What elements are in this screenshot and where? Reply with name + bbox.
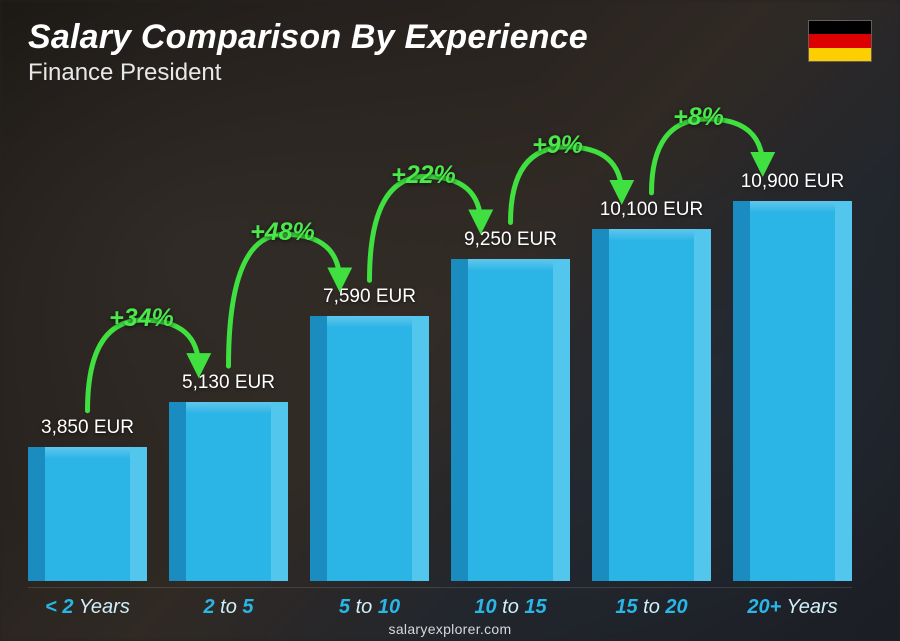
page-subtitle: Finance President	[28, 59, 872, 87]
bar-value-label: 9,250 EUR	[464, 229, 557, 251]
bar-value-label: 5,130 EUR	[182, 372, 275, 394]
increase-pct-label: +48%	[250, 218, 315, 247]
germany-flag-icon	[808, 20, 872, 62]
xaxis-label: 10 to 15	[451, 596, 570, 619]
bar-value-label: 10,100 EUR	[600, 199, 704, 221]
flag-stripe-gold	[809, 48, 871, 61]
flag-stripe-black	[809, 21, 871, 34]
bar-value-label: 7,590 EUR	[323, 286, 416, 308]
bar	[733, 201, 852, 581]
bar-wrap: 10,900 EUR	[733, 111, 852, 581]
footer-credit: salaryexplorer.com	[0, 621, 900, 637]
page-title: Salary Comparison By Experience	[28, 18, 872, 57]
bar-value-label: 3,850 EUR	[41, 417, 134, 439]
bar	[592, 229, 711, 581]
bar-wrap: 9,250 EUR	[451, 111, 570, 581]
bar	[310, 316, 429, 581]
header: Salary Comparison By Experience Finance …	[28, 18, 872, 87]
increase-pct-label: +34%	[109, 304, 174, 333]
xaxis-label: 5 to 10	[310, 596, 429, 619]
bar	[451, 259, 570, 581]
xaxis-label: 15 to 20	[592, 596, 711, 619]
flag-stripe-red	[809, 34, 871, 47]
bar-value-label: 10,900 EUR	[741, 171, 845, 193]
increase-pct-label: +22%	[391, 161, 456, 190]
increase-pct-label: +9%	[532, 131, 583, 160]
xaxis: < 2 Years 2 to 5 5 to 10 10 to 15 15 to 20 20…	[28, 587, 852, 619]
xaxis-label: 2 to 5	[169, 596, 288, 619]
bar-wrap: 10,100 EUR	[592, 111, 711, 581]
bar	[169, 402, 288, 581]
bar-wrap: 3,850 EUR	[28, 111, 147, 581]
increase-pct-label: +8%	[673, 103, 724, 132]
xaxis-label: < 2 Years	[28, 596, 147, 619]
xaxis-label: 20+ Years	[733, 596, 852, 619]
bar-wrap: 5,130 EUR	[169, 111, 288, 581]
bar	[28, 447, 147, 581]
